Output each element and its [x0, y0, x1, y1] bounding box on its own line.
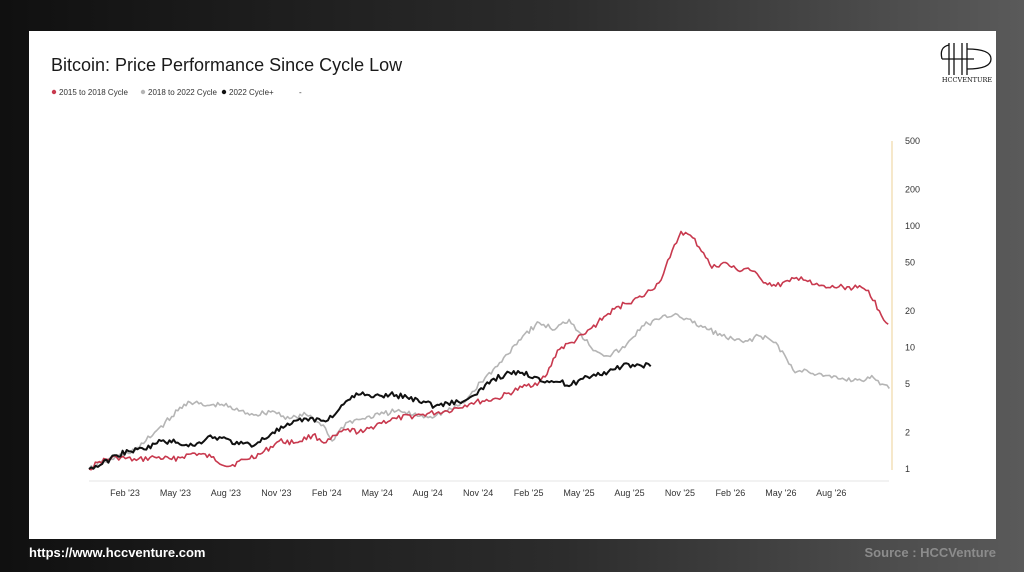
chart-svg: Bitcoin: Price Performance Since Cycle L… [51, 43, 992, 498]
x-tick-label: May '23 [160, 488, 191, 498]
x-axis: Feb '23 May '23 Aug '23 Nov '23 Feb '24 May '… [110, 488, 846, 498]
x-tick-label: Feb '25 [514, 488, 544, 498]
x-tick-label: May '25 [563, 488, 594, 498]
y-tick-label: 200 [905, 184, 920, 194]
y-tick-label: 2 [905, 427, 910, 437]
plot-area [88, 230, 890, 471]
y-tick-label: 10 [905, 342, 915, 352]
legend: 2015 to 2018 Cycle 2018 to 2022 Cycle 2022… [51, 88, 302, 97]
x-tick-label: Feb '23 [110, 488, 140, 498]
footer-source: Source : HCCVenture [864, 545, 996, 560]
series-line-2015-to-2018-cycle [88, 230, 889, 471]
y-tick-label: 20 [905, 306, 915, 316]
legend-item[interactable]: - [299, 88, 302, 97]
legend-marker [140, 89, 146, 95]
legend-marker [221, 89, 227, 95]
y-tick-label: 500 [905, 136, 920, 146]
y-axis: 1 2 5 10 20 50 100 200 500 [905, 136, 920, 474]
y-tick-label: 100 [905, 221, 920, 231]
x-tick-label: Aug '25 [614, 488, 644, 498]
chart-title: Bitcoin: Price Performance Since Cycle L… [51, 55, 403, 75]
legend-item[interactable]: 2015 to 2018 Cycle [59, 88, 128, 97]
x-tick-label: Aug '24 [413, 488, 443, 498]
y-tick-label: 50 [905, 258, 915, 268]
x-tick-label: Nov '25 [665, 488, 695, 498]
legend-item[interactable]: 2018 to 2022 Cycle [148, 88, 217, 97]
y-tick-label: 1 [905, 464, 910, 474]
logo-monogram [940, 43, 992, 75]
chart-card: Bitcoin: Price Performance Since Cycle L… [29, 31, 996, 539]
y-tick-label: 5 [905, 379, 910, 389]
legend-marker [51, 89, 57, 95]
footer-url[interactable]: https://www.hccventure.com [29, 545, 206, 560]
series-line-2022-cycle [88, 362, 652, 470]
legend-item[interactable]: 2022 Cycle+ [229, 88, 274, 97]
x-tick-label: May '26 [765, 488, 796, 498]
x-tick-label: Aug '23 [211, 488, 241, 498]
logo-text: HCCVENTURE [942, 76, 992, 84]
x-tick-label: Nov '23 [261, 488, 291, 498]
x-tick-label: Feb '26 [716, 488, 746, 498]
hccventure-logo: HCCVENTURE [940, 43, 992, 84]
x-tick-label: Aug '26 [816, 488, 846, 498]
x-tick-label: Nov '24 [463, 488, 493, 498]
x-tick-label: May '24 [362, 488, 393, 498]
series-line-2018-to-2022-cycle [88, 312, 890, 470]
x-tick-label: Feb '24 [312, 488, 342, 498]
